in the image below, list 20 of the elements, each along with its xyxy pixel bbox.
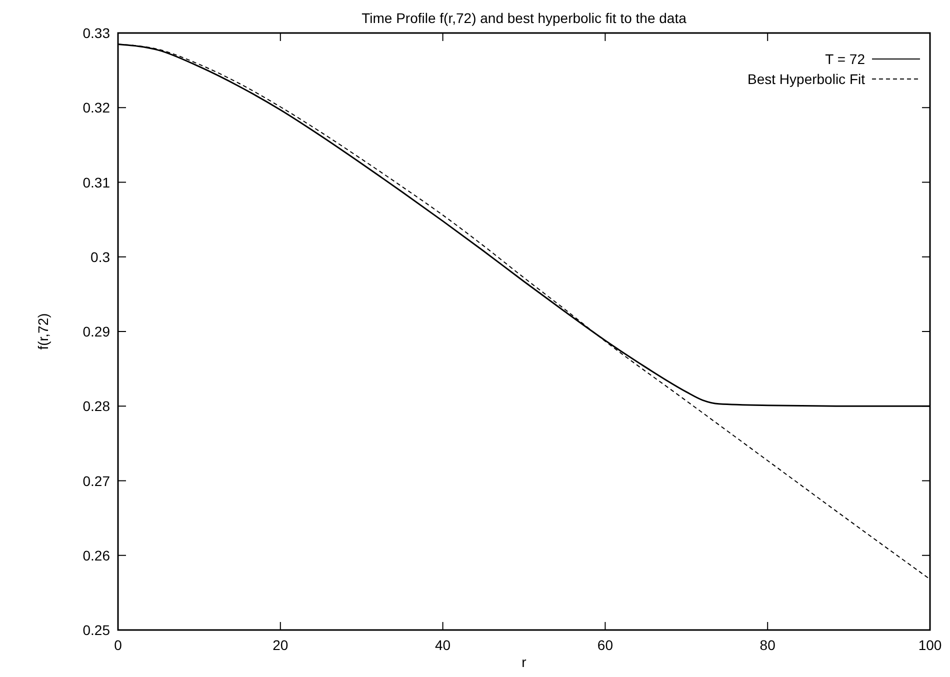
legend-label: T = 72 <box>825 51 866 67</box>
x-tick-label: 80 <box>760 637 776 653</box>
x-tick-label: 0 <box>114 637 122 653</box>
y-tick-label: 0.33 <box>82 25 110 41</box>
y-tick-label: 0.25 <box>82 622 110 638</box>
y-tick-label: 0.26 <box>82 547 110 564</box>
x-axis-title: r <box>522 654 527 670</box>
y-tick-label: 0.31 <box>82 174 110 190</box>
x-tick-label: 40 <box>435 637 451 653</box>
chart-title: Time Profile f(r,72) and best hyperbolic fit to the data <box>362 10 687 26</box>
legend-label: Best Hyperbolic Fit <box>748 71 866 87</box>
y-axis-title: f(r,72) <box>35 313 51 350</box>
y-tick-label: 0.3 <box>90 248 110 265</box>
x-tick-label: 20 <box>272 637 288 653</box>
y-tick-label: 0.28 <box>82 398 110 414</box>
x-tick-label: 60 <box>597 637 614 653</box>
y-tick-label: 0.32 <box>82 100 110 116</box>
y-tick-label: 0.29 <box>82 324 110 340</box>
y-tick-label: 0.27 <box>82 472 110 489</box>
x-tick-label: 100 <box>918 637 942 653</box>
